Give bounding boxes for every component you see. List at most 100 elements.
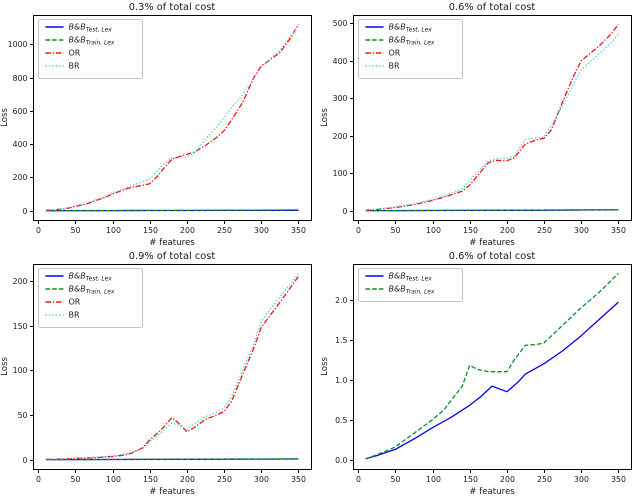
y-tick-label: 400	[13, 140, 28, 149]
legend-label: OR	[69, 298, 81, 307]
y-tick-label: 1.0	[335, 376, 347, 385]
legend: B&BTest, Lex B&BTrain, Lex OR BR	[38, 19, 143, 79]
y-tick-label: 1.5	[335, 336, 347, 345]
x-tick-label: 50	[71, 475, 81, 484]
y-tick-label: 200	[333, 132, 348, 141]
x-tick-label: 0	[356, 475, 361, 484]
y-tick-label: 100	[13, 366, 28, 375]
x-tick-label: 200	[180, 226, 195, 235]
legend-label: BR	[69, 311, 80, 320]
x-tick-label: 250	[537, 475, 552, 484]
series-group	[45, 273, 299, 461]
x-tick-label: 100	[106, 226, 121, 235]
x-axis-label: # features	[149, 238, 195, 248]
legend-item-br: BR	[45, 62, 80, 71]
legend-label: B&BTest, Lex	[69, 23, 113, 34]
x-tick-label: 100	[106, 475, 121, 484]
x-tick-label: 350	[611, 226, 626, 235]
legend-label: B&BTest, Lex	[69, 272, 113, 283]
legend-label: BR	[69, 62, 80, 71]
legend-item-br: BR	[365, 62, 400, 71]
y-tick-label: 0.5	[335, 416, 347, 425]
x-axis-label: # features	[469, 487, 515, 497]
series-or-line	[365, 24, 619, 211]
x-tick-label: 200	[500, 226, 515, 235]
series-br-line	[365, 34, 619, 211]
legend-label: B&BTest, Lex	[389, 23, 433, 34]
x-tick-label: 250	[537, 226, 552, 235]
chart-title: 0.3% of total cost	[129, 2, 216, 13]
x-tick-label: 150	[463, 226, 478, 235]
x-tick-label: 0	[36, 475, 41, 484]
chart-cell-top-right: 0 50 100 150 200 250 300 350 0 100 200 300 400 500 # f…	[320, 0, 640, 249]
series-br-line	[45, 25, 299, 211]
x-tick-label: 150	[143, 226, 158, 235]
chart-title: 0.6% of total cost	[449, 2, 536, 13]
x-tick-label: 200	[180, 475, 195, 484]
legend-label: B&BTest, Lex	[389, 272, 433, 283]
series-group	[45, 23, 299, 212]
x-tick-label: 50	[391, 226, 401, 235]
chart-title: 0.9% of total cost	[129, 251, 216, 262]
x-tick-label: 350	[291, 475, 306, 484]
x-tick-label: 100	[426, 226, 441, 235]
legend: B&BTest, Lex B&BTrain, Lex OR BR	[358, 19, 463, 79]
y-tick-label: 2.0	[335, 296, 347, 305]
legend-item-bb_test: B&BTest, Lex	[365, 272, 433, 283]
legend: B&BTest, Lex B&BTrain, Lex	[358, 268, 463, 302]
legend-label: B&BTrain, Lex	[69, 285, 115, 296]
y-tick-label: 50	[18, 411, 28, 420]
x-tick-label: 300	[574, 475, 589, 484]
legend-item-bb_train: B&BTrain, Lex	[365, 36, 435, 47]
x-tick-label: 200	[500, 475, 515, 484]
y-tick-label: 300	[333, 94, 348, 103]
legend-item-bb_test: B&BTest, Lex	[45, 272, 113, 283]
y-tick-label: 0	[343, 207, 348, 216]
y-axis-label: Loss	[320, 357, 330, 376]
y-tick-label: 800	[13, 74, 28, 83]
legend-item-or: OR	[45, 49, 81, 58]
x-tick-label: 300	[254, 475, 269, 484]
series-group	[365, 272, 619, 460]
legend-item-or: OR	[45, 298, 81, 307]
x-axis-label: # features	[149, 487, 195, 497]
x-tick-label: 250	[217, 475, 232, 484]
y-tick-label: 500	[333, 19, 348, 28]
y-tick-label: 600	[13, 107, 28, 116]
chart-0.6pct-total-cost-bb-only: 0 50 100 150 200 250 300 350 0.0 0.5 1.0 1.5 2.0 # fe…	[320, 251, 632, 497]
x-tick-label: 0	[36, 226, 41, 235]
x-tick-label: 100	[426, 475, 441, 484]
x-tick-label: 0	[356, 226, 361, 235]
series-group	[365, 24, 619, 212]
legend-item-bb_test: B&BTest, Lex	[365, 23, 433, 34]
y-tick-label: 0.0	[335, 456, 347, 465]
y-tick-label: 400	[333, 57, 348, 66]
axes: 0 50 100 150 200 250 300 350 0 50 100 150 200	[13, 264, 312, 484]
legend-item-br: BR	[45, 311, 80, 320]
x-tick-label: 50	[71, 226, 81, 235]
x-axis-label: # features	[469, 238, 515, 248]
legend-label: B&BTrain, Lex	[389, 36, 435, 47]
series-bb_train-line	[45, 458, 299, 461]
x-tick-label: 300	[574, 226, 589, 235]
chart-0.9pct-total-cost: 0 50 100 150 200 250 300 350 0 50 100 150 200 # featu…	[0, 251, 312, 497]
legend-label: B&BTrain, Lex	[69, 36, 115, 47]
series-or-line	[45, 276, 299, 461]
legend-label: OR	[69, 49, 81, 58]
chart-0.6pct-total-cost: 0 50 100 150 200 250 300 350 0 100 200 300 400 500 # f…	[320, 2, 632, 248]
series-bb_train-line	[365, 209, 619, 212]
y-tick-label: 100	[333, 169, 348, 178]
x-tick-label: 150	[143, 475, 158, 484]
x-tick-label: 250	[217, 226, 232, 235]
legend-label: OR	[389, 49, 401, 58]
series-or-line	[45, 23, 299, 211]
legend-label: BR	[389, 62, 400, 71]
y-tick-label: 200	[13, 173, 28, 182]
axes: 0 50 100 150 200 250 300 350 0 100 200 300 400 500	[333, 15, 632, 235]
legend-label: B&BTrain, Lex	[389, 285, 435, 296]
y-tick-label: 0	[23, 456, 28, 465]
x-tick-label: 50	[391, 475, 401, 484]
x-tick-label: 350	[611, 475, 626, 484]
chart-title: 0.6% of total cost	[449, 251, 536, 262]
